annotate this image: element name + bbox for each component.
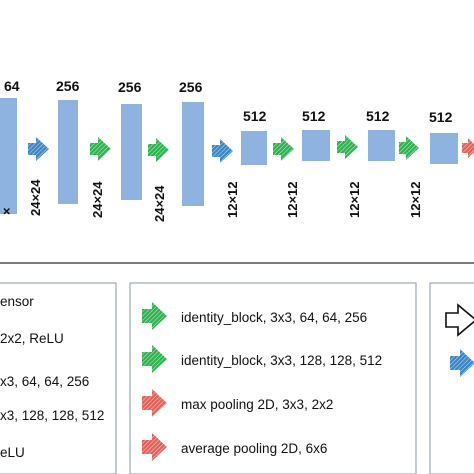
residual-block-5: [241, 131, 267, 165]
residual-block-8: [430, 133, 458, 164]
channel-label-6: 512: [302, 108, 326, 124]
size-label-6: 12×12: [285, 181, 300, 218]
green-arrow-icon: [273, 137, 294, 161]
legend-section: ensor 2x2, ReLU x3, 64, 64, 256 x3, 128,…: [0, 282, 474, 474]
legend-left-text-5: eLU: [0, 445, 25, 460]
outline-arrow-icon: [445, 303, 474, 337]
legend-item-4: average pooling 2D, 6x6: [181, 441, 327, 456]
legend-item-2: identity_block, 3x3, 128, 128, 512: [181, 353, 382, 368]
size-label-7: 12×12: [347, 181, 362, 218]
legend-left-text-4: x3, 128, 128, 512: [0, 408, 104, 423]
conv-block-1: [0, 98, 17, 214]
green-arrow-icon: [142, 345, 167, 373]
residual-block-3: [121, 104, 142, 200]
legend-left-text-2: 2x2, ReLU: [0, 331, 64, 346]
channel-label-8: 512: [429, 109, 453, 125]
residual-block-6: [302, 130, 330, 161]
legend-left-text-1: ensor: [0, 294, 34, 309]
residual-block-7: [368, 130, 395, 161]
legend-right-panel: [429, 282, 474, 474]
size-label-4: 24×24: [152, 185, 167, 222]
channel-label-2: 256: [56, 78, 80, 94]
size-label-1-partial: ×: [0, 207, 14, 215]
legend-left-text-3: x3, 64, 64, 256: [0, 374, 89, 389]
green-arrow-icon: [148, 138, 169, 162]
channel-label-5: 512: [243, 108, 267, 124]
size-label-2: 24×24: [28, 179, 43, 216]
residual-block-4: [182, 102, 204, 206]
legend-left-panel: [0, 282, 117, 474]
green-arrow-icon: [142, 302, 167, 330]
channel-label-3: 256: [118, 79, 142, 95]
size-label-8: 12×12: [408, 181, 423, 218]
red-arrow-icon: [462, 138, 474, 158]
size-label-3: 24×24: [90, 181, 105, 218]
legend-middle-panel: [129, 282, 417, 474]
blue-arrow-icon: [450, 349, 474, 377]
network-section: 64 × 256 24×24 256 24×24 256 24×24 512 1…: [0, 78, 474, 222]
channel-label-7: 512: [366, 108, 390, 124]
residual-block-2: [58, 100, 78, 204]
red-arrow-icon: [142, 389, 167, 417]
green-arrow-icon: [90, 137, 111, 161]
green-arrow-icon: [399, 136, 419, 160]
blue-arrow-icon: [212, 139, 233, 163]
legend-item-1: identity_block, 3x3, 64, 64, 256: [181, 310, 367, 325]
channel-label-1: 64: [4, 78, 20, 94]
blue-arrow-icon: [28, 137, 49, 161]
size-label-5: 12×12: [225, 181, 240, 218]
red-arrow-icon: [142, 433, 167, 461]
legend-item-3: max pooling 2D, 3x3, 2x2: [181, 397, 333, 412]
channel-label-4: 256: [179, 79, 203, 95]
green-arrow-icon: [337, 135, 358, 159]
